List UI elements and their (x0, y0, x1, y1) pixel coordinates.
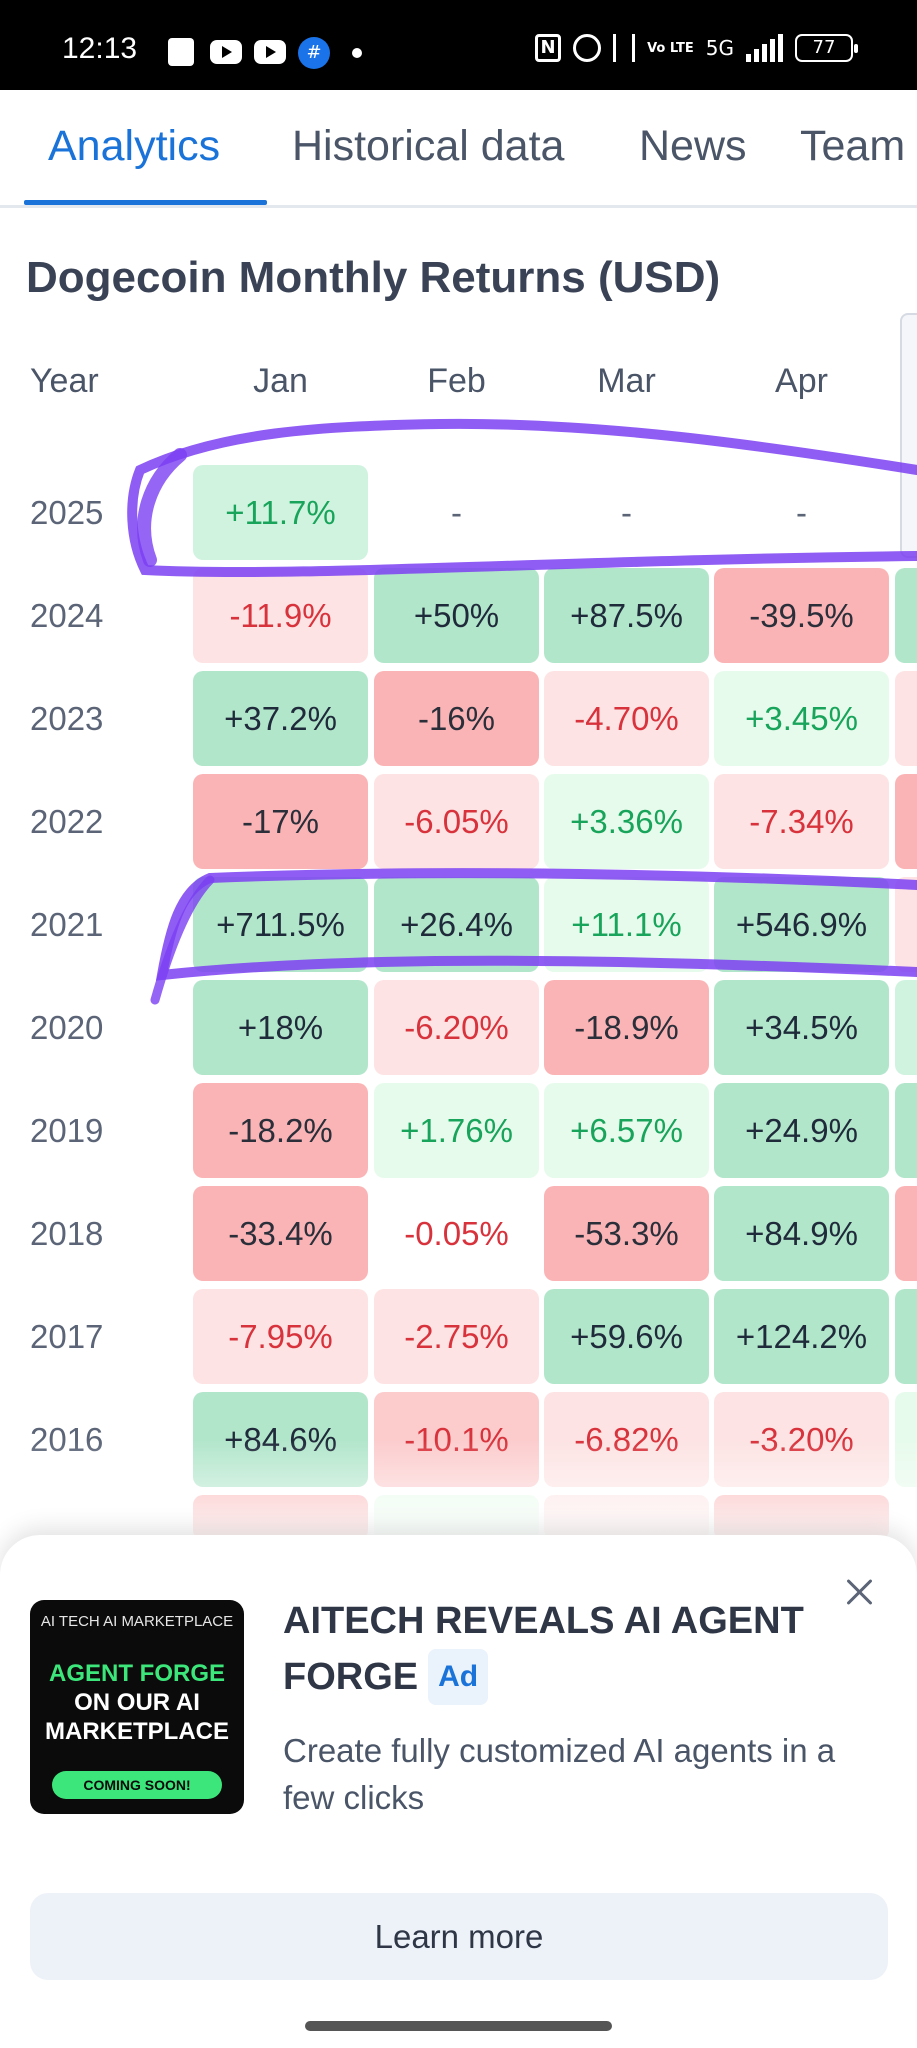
ad-title-text: AITECH REVEALS AI AGENT FORGE (283, 1600, 804, 1698)
return-cell: +34.5% (714, 980, 889, 1075)
row-year-label: 2024 (30, 597, 104, 634)
column-header-mar: Mar (597, 362, 656, 400)
return-cell: -11.9% (193, 568, 368, 663)
tab-team[interactable]: Team (800, 122, 906, 170)
row-year-label: 2025 (30, 494, 104, 531)
status-bar: 12:13 # N Vo LTE 5G 77 (0, 0, 917, 90)
return-cell-partial (895, 1083, 917, 1178)
row-year-label: 2017 (30, 1318, 104, 1355)
return-cell: +11.7% (193, 465, 368, 560)
return-cell: -0.05% (404, 1214, 509, 1252)
ad-image-brand: AI TECH AI MARKETPLACE (40, 1613, 234, 1630)
horizontal-scroll-handle[interactable] (900, 313, 917, 558)
content-fade (0, 1440, 917, 1540)
volte-icon: Vo LTE (647, 40, 694, 56)
return-cell: -33.4% (193, 1186, 368, 1281)
column-header-jan: Jan (253, 362, 308, 400)
ad-image-cta: COMING SOON! (52, 1771, 222, 1799)
notification-dot-icon (352, 48, 362, 58)
ad-image[interactable]: AI TECH AI MARKETPLACE AGENT FORGE ON OU… (30, 1600, 244, 1814)
return-cell: -4.70% (544, 671, 709, 766)
status-icons: N Vo LTE 5G 77 (535, 34, 858, 62)
row-year-label: 2022 (30, 803, 104, 840)
return-cell: +50% (374, 568, 539, 663)
return-cell: - (451, 493, 462, 531)
return-cell: +11.1% (544, 877, 709, 972)
return-cell: +18% (193, 980, 368, 1075)
learn-more-button[interactable]: Learn more (30, 1893, 888, 1980)
active-tab-indicator (24, 200, 267, 205)
ad-title[interactable]: AITECH REVEALS AI AGENT FORGE Ad (283, 1593, 843, 1705)
page-title: Dogecoin Monthly Returns (USD) (26, 253, 721, 302)
return-cell: +711.5% (193, 877, 368, 972)
return-cell: +3.45% (714, 671, 889, 766)
return-cell: -18.9% (544, 980, 709, 1075)
return-cell: +6.57% (544, 1083, 709, 1178)
highlight-stroke-2025-inner (137, 448, 187, 567)
row-year-label: 2023 (30, 700, 104, 737)
return-cell: +24.9% (714, 1083, 889, 1178)
network-type: 5G (705, 36, 734, 60)
return-cell: -7.34% (714, 774, 889, 869)
return-cell: -2.75% (374, 1289, 539, 1384)
row-year-label: 2018 (30, 1215, 104, 1252)
column-header-apr: Apr (775, 362, 828, 400)
return-cell-partial (895, 1289, 917, 1384)
column-header-feb: Feb (427, 362, 486, 400)
return-cell: +1.76% (374, 1083, 539, 1178)
return-cell: +546.9% (714, 877, 889, 972)
return-cell: +84.9% (714, 1186, 889, 1281)
youtube-icon (254, 40, 286, 64)
tab-bar: Analytics Historical data News Team (0, 90, 917, 208)
return-cell-partial (895, 980, 917, 1075)
tab-news[interactable]: News (639, 122, 747, 170)
alarm-icon (573, 34, 602, 62)
ad-image-headline: AGENT FORGE (48, 1660, 225, 1687)
return-cell: -18.2% (193, 1083, 368, 1178)
ad-badge: Ad (428, 1649, 489, 1705)
column-header-year: Year (30, 362, 99, 400)
return-cell: -17% (193, 774, 368, 869)
return-cell: +26.4% (374, 877, 539, 972)
return-cell: -6.05% (374, 774, 539, 869)
return-cell-partial (895, 568, 917, 663)
return-cell: +37.2% (193, 671, 368, 766)
row-year-label: 2020 (30, 1009, 104, 1046)
return-cell: -16% (374, 671, 539, 766)
vibrate-icon (613, 34, 636, 62)
return-cell: - (796, 493, 807, 531)
app-icon: # (298, 37, 330, 69)
close-icon[interactable] (840, 1572, 880, 1612)
ad-description: Create fully customized AI agents in a f… (283, 1732, 836, 1816)
return-cell: -53.3% (544, 1186, 709, 1281)
return-cell-partial (895, 1186, 917, 1281)
return-cell: -6.20% (374, 980, 539, 1075)
return-cell-partial (895, 671, 917, 766)
return-cell: +124.2% (714, 1289, 889, 1384)
signal-icon (746, 34, 783, 62)
nfc-icon: N (535, 34, 562, 62)
shopping-bag-icon (168, 38, 194, 66)
return-cell: +87.5% (544, 568, 709, 663)
return-cell: +3.36% (544, 774, 709, 869)
row-year-label: 2019 (30, 1112, 104, 1149)
ad-image-subheadline: ON OUR AI MARKETPLACE (45, 1689, 229, 1745)
home-indicator[interactable] (305, 2021, 612, 2031)
youtube-icon (210, 40, 242, 64)
row-year-label: 2021 (30, 906, 104, 943)
return-cell-partial (895, 774, 917, 869)
tab-analytics[interactable]: Analytics (48, 122, 221, 170)
return-cell: +59.6% (544, 1289, 709, 1384)
return-cell: - (621, 493, 632, 531)
return-cell: -39.5% (714, 568, 889, 663)
tab-historical-data[interactable]: Historical data (292, 122, 565, 170)
battery-icon: 77 (795, 34, 858, 62)
return-cell: -7.95% (193, 1289, 368, 1384)
status-time: 12:13 (62, 32, 138, 65)
return-cell-partial (895, 877, 917, 972)
